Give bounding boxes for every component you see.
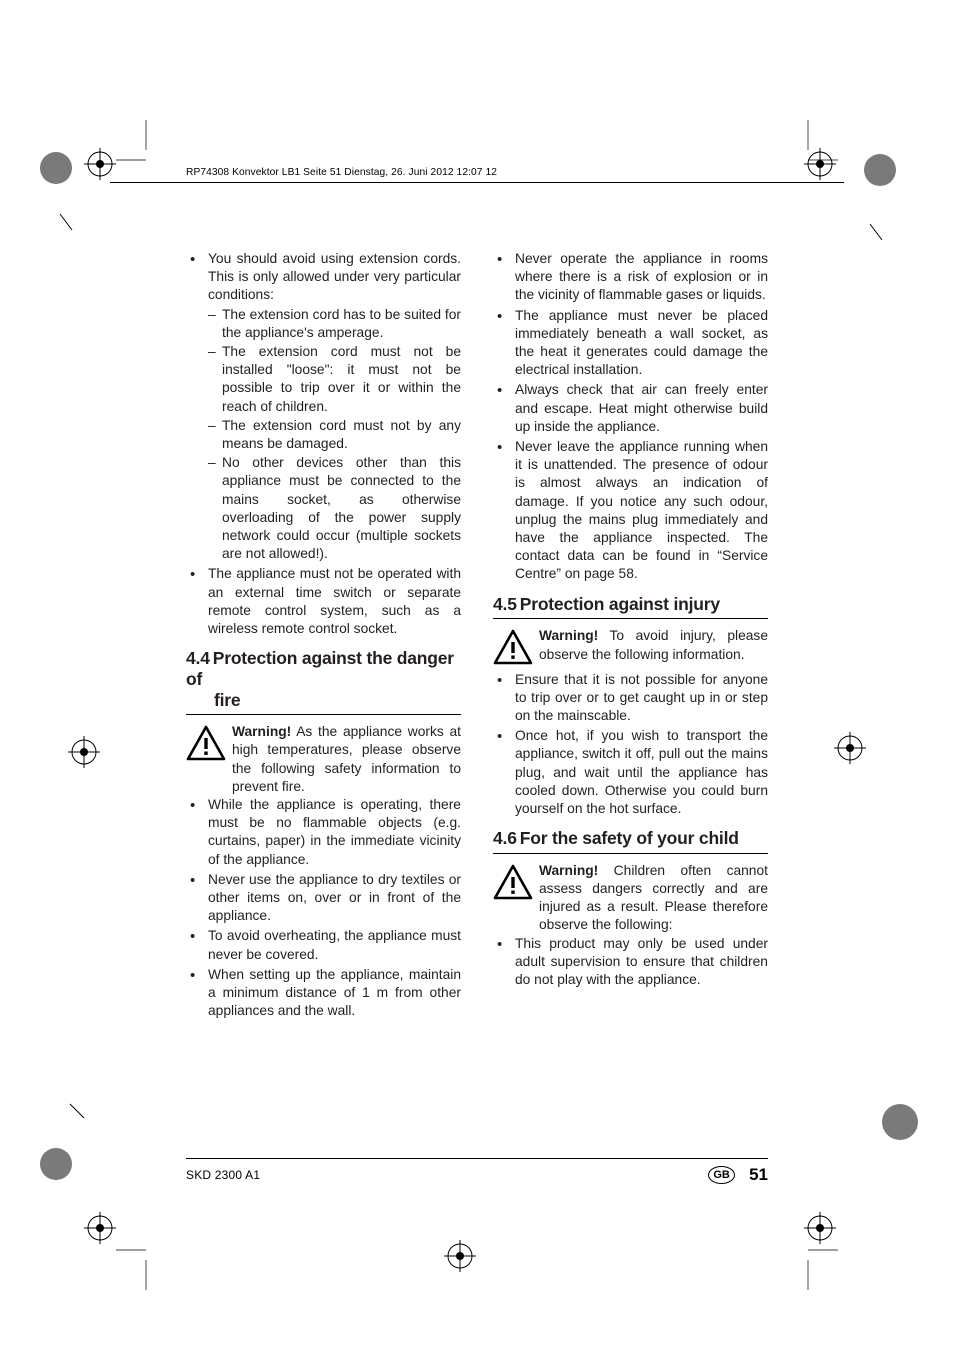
- list-item: No other devices other than this applian…: [208, 454, 461, 563]
- print-header-rule: [110, 182, 844, 183]
- list-item: When setting up the appliance, maintain …: [186, 966, 461, 1021]
- left-column: You should avoid using extension cords. …: [186, 250, 461, 1022]
- list-item: Ensure that it is not possible for anyon…: [493, 671, 768, 726]
- warning-block: Warning! As the appliance works at high …: [186, 723, 461, 796]
- page-footer: SKD 2300 A1 GB 51: [186, 1158, 768, 1185]
- footer-right: GB 51: [708, 1165, 768, 1185]
- footer-page-number: 51: [749, 1165, 768, 1185]
- warning-triangle-icon: [493, 629, 533, 670]
- bullet-list: Never operate the appliance in rooms whe…: [493, 250, 768, 584]
- section-heading-4-5: 4.5Protection against injury: [493, 594, 768, 620]
- warning-triangle-icon: [186, 725, 226, 766]
- warning-label: Warning!: [539, 863, 598, 878]
- list-item: Never operate the appliance in rooms whe…: [493, 250, 768, 305]
- section-heading-4-4: 4.4Protection against the danger of fire: [186, 648, 461, 715]
- list-item: To avoid overheating, the appliance must…: [186, 927, 461, 963]
- section-number: 4.5: [493, 594, 517, 614]
- section-title: For the safety of your child: [520, 828, 739, 848]
- list-item: Always check that air can freely enter a…: [493, 381, 768, 436]
- print-header-line: RP74308 Konvektor LB1 Seite 51 Dienstag,…: [186, 167, 497, 178]
- warning-label: Warning!: [232, 724, 291, 739]
- list-item: Never use the appliance to dry textiles …: [186, 871, 461, 926]
- section-title-line: fire: [186, 690, 461, 711]
- section-number: 4.6: [493, 828, 517, 848]
- bullet-list: While the appliance is operating, there …: [186, 796, 461, 1020]
- list-item: The extension cord must not be installed…: [208, 343, 461, 416]
- list-item: The extension cord has to be suited for …: [208, 306, 461, 342]
- list-item: You should avoid using extension cords. …: [186, 250, 461, 563]
- section-number: 4.4: [186, 648, 210, 668]
- warning-block: Warning! To avoid injury, please observe…: [493, 627, 768, 670]
- footer-model: SKD 2300 A1: [186, 1168, 260, 1182]
- right-column: Never operate the appliance in rooms whe…: [493, 250, 768, 1022]
- list-item: Never leave the appliance running when i…: [493, 438, 768, 584]
- bullet-list: You should avoid using extension cords. …: [186, 250, 461, 638]
- list-item: The appliance must not be operated with …: [186, 565, 461, 638]
- warning-block: Warning! Children often cannot assess da…: [493, 862, 768, 935]
- section-heading-4-6: 4.6For the safety of your child: [493, 828, 768, 854]
- warning-text: Warning! As the appliance works at high …: [232, 723, 461, 796]
- list-item-text: You should avoid using extension cords. …: [208, 251, 461, 302]
- warning-text: Warning! To avoid injury, please observe…: [539, 627, 768, 663]
- bullet-list: Ensure that it is not possible for anyon…: [493, 671, 768, 819]
- warning-label: Warning!: [539, 628, 598, 643]
- list-item: This product may only be used under adul…: [493, 935, 768, 990]
- list-item: The extension cord must not by any means…: [208, 417, 461, 453]
- section-title-line: Protection against the danger of: [186, 648, 454, 689]
- bullet-list: This product may only be used under adul…: [493, 935, 768, 990]
- footer-region-badge: GB: [708, 1166, 735, 1184]
- dash-list: The extension cord has to be suited for …: [208, 306, 461, 564]
- warning-triangle-icon: [493, 864, 533, 905]
- page-body: You should avoid using extension cords. …: [186, 250, 768, 1022]
- section-title: Protection against injury: [520, 594, 720, 614]
- list-item: While the appliance is operating, there …: [186, 796, 461, 869]
- list-item: The appliance must never be placed immed…: [493, 307, 768, 380]
- list-item: Once hot, if you wish to transport the a…: [493, 727, 768, 818]
- warning-text: Warning! Children often cannot assess da…: [539, 862, 768, 935]
